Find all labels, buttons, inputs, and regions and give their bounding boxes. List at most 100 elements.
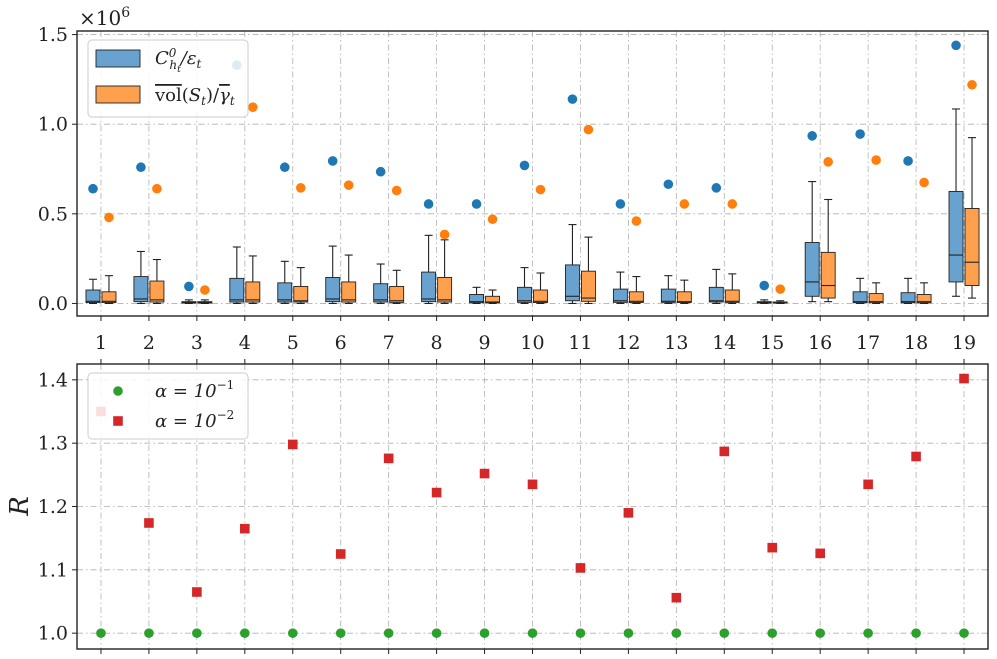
x-tick-label: 6 (335, 332, 347, 354)
max-point (951, 40, 961, 51)
ratio-point-alpha-1 (719, 628, 730, 638)
y-tick-label: 0.5 (38, 203, 68, 225)
max-point (248, 102, 258, 112)
scale-label: ×106 (79, 5, 130, 30)
ratio-point-alpha-2 (479, 468, 490, 479)
legend-label: α = 10−1 (155, 378, 234, 402)
legend-label: vol(St)/γt (154, 85, 235, 108)
ratio-scatter-panel: 1 2 3 4 5 6 7 8 9 10 11 12 13 14 15 16 17 18 191.01.11.21.… (5, 332, 989, 654)
x-tick-label: 8 (431, 332, 443, 354)
max-point (391, 185, 402, 196)
ratio-point-alpha-1 (479, 628, 490, 638)
legend-label: α = 10−2 (155, 408, 234, 432)
box-body (612, 288, 628, 303)
ratio-point-alpha-2 (144, 518, 154, 528)
x-tick-label: 1 (95, 332, 107, 354)
ratio-point-alpha-2 (719, 446, 730, 457)
ratio-point-alpha-1 (144, 628, 154, 638)
max-point (152, 183, 162, 194)
max-point (679, 199, 690, 209)
ratio-point-alpha-1 (767, 628, 778, 638)
legend-marker (113, 416, 123, 426)
ratio-point-alpha-1 (383, 628, 394, 638)
ratio-point-alpha-1 (959, 628, 969, 638)
x-tick-label: 4 (239, 332, 251, 354)
max-point (903, 156, 913, 166)
max-point (279, 162, 290, 173)
ratio-point-alpha-2 (767, 542, 778, 553)
x-tick-label: 9 (479, 332, 491, 354)
max-point (567, 94, 578, 104)
box-body (948, 190, 964, 283)
ratio-point-alpha-2 (335, 549, 346, 559)
x-tick-label: 16 (808, 332, 832, 354)
max-point (807, 131, 817, 141)
y-tick-label: 1.5 (38, 24, 68, 46)
y-tick-label: 1.1 (38, 559, 68, 581)
x-tick-label: 19 (952, 332, 976, 354)
box-body (916, 294, 932, 304)
max-point (727, 199, 738, 209)
ratio-point-alpha-1 (192, 628, 202, 638)
ratio-point-alpha-2 (527, 479, 538, 490)
box-body (724, 289, 740, 303)
max-point (88, 183, 98, 194)
x-tick-label: 7 (383, 332, 395, 354)
box-body (708, 286, 724, 303)
box-body (293, 285, 309, 303)
box-body (469, 294, 485, 304)
ratio-point-alpha-2 (287, 439, 298, 450)
ratio-point-alpha-1 (863, 628, 873, 638)
max-point (295, 183, 306, 193)
ratio-point-alpha-1 (815, 628, 825, 638)
box-body (373, 283, 389, 303)
legend-frame (87, 372, 249, 440)
ratio-point-alpha-2 (192, 587, 202, 597)
ratio-point-alpha-2 (623, 508, 634, 518)
x-tick-label: 12 (616, 332, 640, 354)
max-point (759, 280, 770, 291)
box-body (964, 208, 980, 286)
x-tick-label: 5 (287, 332, 299, 354)
ratio-point-alpha-2 (671, 592, 682, 603)
box-body (852, 291, 868, 304)
legend-label: C0 ht/εt (155, 46, 202, 75)
max-point (535, 184, 546, 195)
max-point (375, 166, 386, 177)
y-tick-label: 1.4 (38, 369, 68, 391)
ratio-point-alpha-1 (335, 628, 346, 638)
ratio-point-alpha-2 (575, 563, 586, 573)
box-body (485, 295, 501, 304)
max-point (184, 281, 194, 292)
x-tick-label: 18 (904, 332, 928, 354)
max-point (343, 180, 354, 190)
max-point (104, 212, 114, 223)
max-point (663, 179, 674, 190)
box-body (149, 280, 165, 303)
max-point (775, 284, 786, 294)
box-body (341, 281, 357, 303)
box-body (676, 291, 692, 304)
box-body (517, 286, 532, 303)
ratio-point-alpha-2 (863, 479, 873, 490)
ratio-point-alpha-1 (287, 628, 298, 638)
ratio-point-alpha-2 (431, 487, 442, 498)
y-axis-label: R (5, 496, 35, 517)
ratio-point-alpha-1 (623, 628, 634, 638)
x-tick-label: 15 (760, 332, 784, 354)
box-body (229, 277, 245, 303)
box-body (804, 242, 820, 297)
box-body (389, 285, 405, 303)
ratio-point-alpha-1 (527, 628, 538, 638)
max-point (631, 216, 642, 226)
y-tick-label: 1.3 (38, 433, 68, 455)
box-body (437, 277, 453, 303)
ratio-point-alpha-1 (575, 628, 586, 638)
max-point (519, 160, 530, 171)
legend: C0 ht/εt vol(St)/γt (87, 39, 249, 118)
x-tick-label: 3 (191, 332, 203, 354)
ratio-point-alpha-1 (431, 628, 442, 638)
box-body (325, 277, 341, 303)
y-tick-label: 1.0 (38, 114, 68, 136)
x-tick-label: 10 (520, 332, 544, 354)
